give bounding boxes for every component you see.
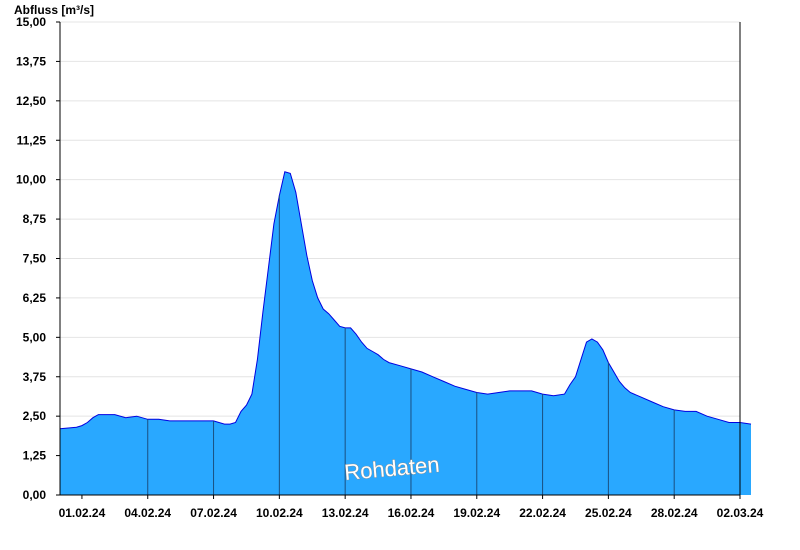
y-tick-label-11: 13,75	[16, 54, 46, 68]
x-tick-label-5: 16.02.24	[388, 506, 435, 520]
y-tick-label-5: 6,25	[23, 291, 47, 305]
x-tick-label-0: 01.02.24	[59, 506, 106, 520]
x-tick-label-3: 10.02.24	[256, 506, 303, 520]
y-tick-label-2: 2,50	[23, 409, 47, 423]
x-tick-label-8: 25.02.24	[585, 506, 632, 520]
y-tick-label-3: 3,75	[23, 370, 47, 384]
discharge-line	[59, 171, 752, 430]
y-tick-label-9: 11,25	[17, 133, 47, 147]
y-tick-label-0: 0,00	[23, 488, 47, 502]
x-tick-labels: 01.02.24 04.02.24 07.02.24 10.02.24 13.02.24…	[59, 506, 764, 520]
y-tick-label-8: 10,00	[16, 173, 46, 187]
y-axis-title: Abfluss [m³/s]	[14, 3, 94, 17]
y-tick-label-1: 1,25	[23, 449, 47, 463]
x-tick-label-6: 19.02.24	[453, 506, 500, 520]
x-tick-label-7: 22.02.24	[519, 506, 566, 520]
data-area	[59, 171, 752, 496]
axes	[56, 21, 741, 499]
gridlines	[60, 21, 740, 457]
y-tick-label-10: 12,50	[16, 94, 46, 108]
discharge-area-fill	[60, 171, 751, 496]
y-tick-label-6: 7,50	[23, 252, 47, 266]
y-tick-labels: 0,00 1,25 2,50 3,75 5,00 6,25 7,50 8,75 10,00 11,…	[16, 15, 46, 502]
y-tick-label-7: 8,75	[23, 212, 47, 226]
x-tick-label-10: 02.03.24	[717, 506, 764, 520]
y-tick-label-12: 15,00	[16, 15, 46, 29]
y-tick-label-4: 5,00	[23, 330, 47, 344]
x-tick-label-2: 07.02.24	[190, 506, 237, 520]
day-separators	[147, 195, 675, 495]
x-tick-label-4: 13.02.24	[322, 506, 369, 520]
x-tick-label-1: 04.02.24	[124, 506, 171, 520]
x-tick-label-9: 28.02.24	[651, 506, 698, 520]
